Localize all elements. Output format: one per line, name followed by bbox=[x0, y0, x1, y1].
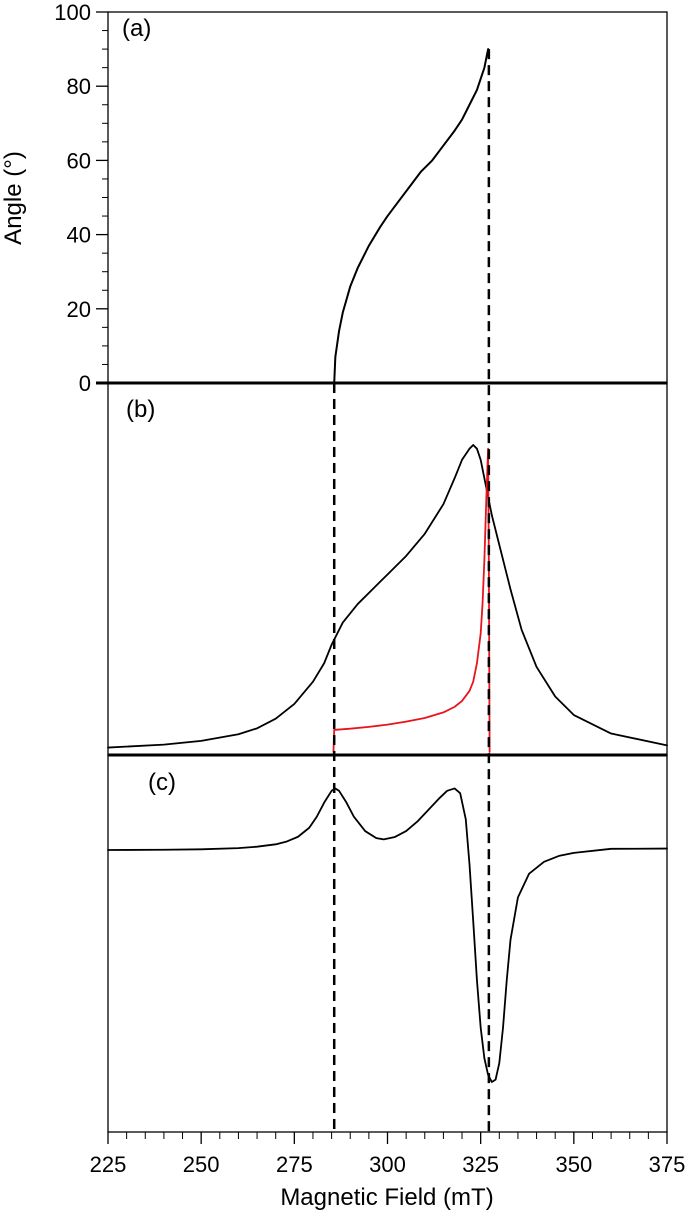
panel-b-series-line-0 bbox=[107, 444, 668, 749]
panel-b-series-line-1 bbox=[332, 447, 491, 753]
panel-b-label: (b) bbox=[126, 396, 155, 423]
x-tick-label: 325 bbox=[462, 1152, 499, 1177]
x-tick-label: 225 bbox=[90, 1152, 127, 1177]
panel-c-frame bbox=[107, 754, 668, 1133]
x-tick-label: 375 bbox=[649, 1152, 686, 1177]
panel-a-y-ticks: 0 20 40 60 80 100 bbox=[54, 0, 108, 396]
panel-a-angle-plot: 0 20 40 60 80 100 (a) Angle (°) bbox=[0, 0, 668, 396]
x-tick-label: 250 bbox=[183, 1152, 220, 1177]
panel-a-y-axis-title: Angle (°) bbox=[0, 151, 27, 245]
x-tick-label: 350 bbox=[555, 1152, 592, 1177]
panel-c-series-line-0 bbox=[107, 787, 668, 1083]
panel-c-x-ticks: 225 250 275 300 325 350 375 bbox=[90, 1132, 686, 1177]
panel-a-frame bbox=[107, 11, 668, 384]
y-tick-label: 100 bbox=[54, 0, 91, 25]
panel-b-spectrum-plot: (b) bbox=[107, 382, 668, 756]
panel-a-series-line-0 bbox=[333, 48, 490, 384]
panel-c-label: (c) bbox=[148, 769, 176, 796]
panel-b-series bbox=[107, 444, 668, 753]
y-tick-label: 0 bbox=[79, 371, 91, 396]
reference-lines bbox=[332, 49, 491, 1132]
panel-a-label: (a) bbox=[122, 15, 151, 42]
panel-c-x-axis-title: Magnetic Field (mT) bbox=[280, 1184, 493, 1211]
panel-c-series bbox=[107, 787, 668, 1083]
y-tick-label: 60 bbox=[67, 148, 91, 173]
x-tick-label: 300 bbox=[369, 1152, 406, 1177]
y-tick-label: 40 bbox=[67, 223, 91, 248]
panel-b-frame bbox=[107, 382, 668, 756]
panel-a-series bbox=[333, 48, 490, 384]
y-tick-label: 20 bbox=[67, 297, 91, 322]
x-tick-label: 275 bbox=[276, 1152, 313, 1177]
y-tick-label: 80 bbox=[67, 74, 91, 99]
panel-c-derivative-plot: 225 250 275 300 325 350 375 (c) Magnetic Field… bbox=[90, 754, 686, 1211]
